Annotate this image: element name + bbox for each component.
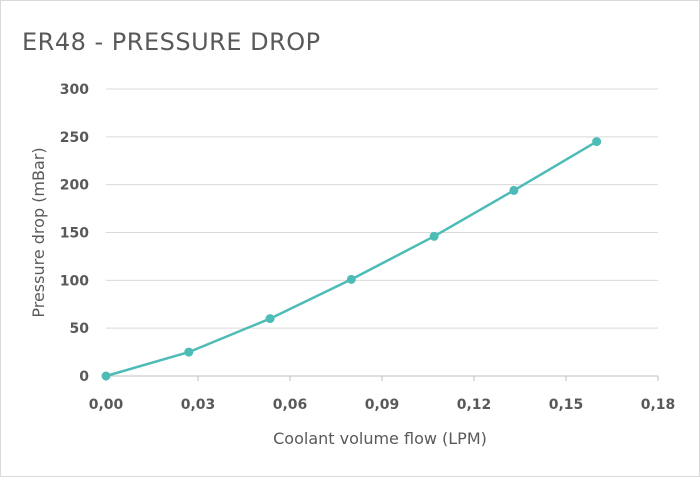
y-tick-label: 200 [60, 178, 89, 194]
data-point [509, 185, 519, 195]
y-tick-label: 300 [60, 82, 89, 98]
x-tick-label: 0,12 [457, 397, 492, 413]
data-point [346, 274, 356, 284]
y-tick-label: 250 [60, 130, 89, 146]
data-point [101, 371, 111, 381]
x-tick-label: 0,00 [89, 397, 124, 413]
y-axis-ticks: 0 50 100 150 200 250 300 [60, 82, 89, 385]
y-tick-label: 100 [60, 273, 89, 289]
x-tick-label: 0,18 [641, 397, 676, 413]
data-point [265, 314, 275, 324]
data-point [592, 137, 602, 147]
y-tick-label: 50 [70, 321, 90, 337]
chart-title: ER48 - PRESSURE DROP [22, 28, 321, 56]
y-tick-label: 0 [79, 369, 89, 385]
data-point [429, 231, 439, 241]
y-axis-title: Pressure drop (mBar) [29, 147, 48, 317]
gridlines [106, 88, 658, 377]
x-tick-label: 0,06 [273, 397, 308, 413]
x-tick-label: 0,15 [549, 397, 584, 413]
x-tick-label: 0,03 [181, 397, 216, 413]
x-tick-label: 0,09 [365, 397, 400, 413]
y-tick-label: 150 [60, 226, 89, 242]
series-line [105, 140, 598, 378]
x-axis-ticks: 0,00 0,03 0,06 0,09 0,12 0,15 0,18 [89, 376, 676, 413]
x-axis-title: Coolant volume flow (LPM) [273, 429, 487, 448]
series-group [101, 137, 602, 381]
data-point [184, 347, 194, 357]
